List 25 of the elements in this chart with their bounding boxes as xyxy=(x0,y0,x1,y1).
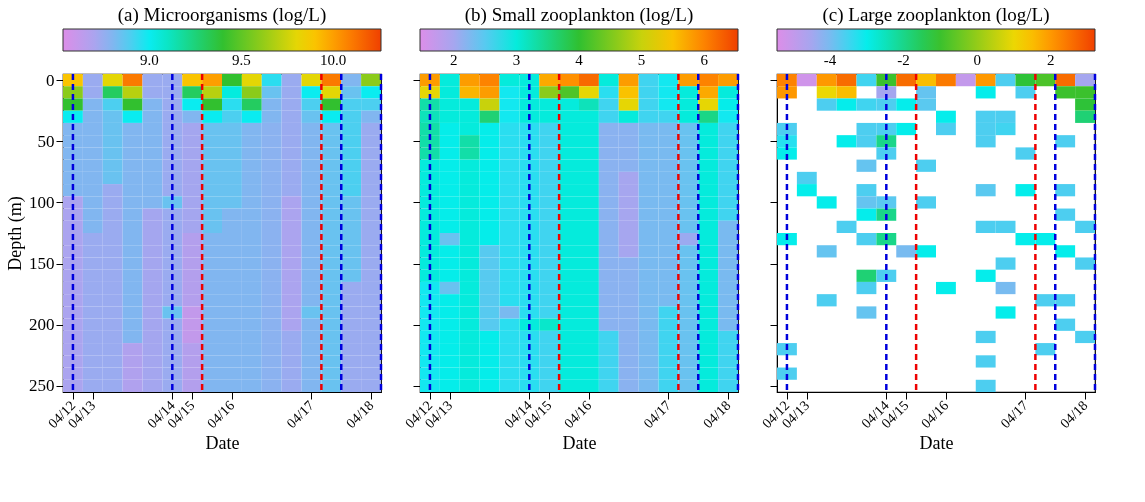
color-bar-label: 4 xyxy=(575,52,584,68)
color-bar-label: 10.0 xyxy=(320,52,347,68)
color-bar-label: 9.0 xyxy=(140,52,159,68)
color-bar-label: 2 xyxy=(450,52,458,68)
chart-title: (a) Microorganisms (log/L) xyxy=(117,4,327,26)
color-bar-label: 2 xyxy=(1047,52,1055,68)
y-tick-label: 50 xyxy=(37,131,55,151)
x-axis-title: Date xyxy=(562,433,597,453)
y-tick-label: 250 xyxy=(29,376,55,396)
color-bar-label: -2 xyxy=(897,52,910,68)
color-bar-label: 0 xyxy=(973,52,981,68)
chart-title: (c) Large zooplankton (log/L) xyxy=(822,4,1050,26)
color-bar-label: 5 xyxy=(637,52,646,68)
y-tick-label: 150 xyxy=(29,254,55,274)
y-tick-label: 100 xyxy=(29,192,55,212)
y-axis-title: Depth (m) xyxy=(5,196,26,271)
color-bar-label: 3 xyxy=(512,52,521,68)
y-tick-label: 200 xyxy=(29,315,55,335)
x-axis-title: Date xyxy=(205,433,240,453)
x-axis-title: Date xyxy=(919,433,954,453)
color-bar-label: -4 xyxy=(823,52,837,68)
color-bar-label: 6 xyxy=(700,52,709,68)
color-bar-label: 9.5 xyxy=(231,52,251,68)
chart-title: (b) Small zooplankton (log/L) xyxy=(464,4,694,26)
y-tick-label: 0 xyxy=(46,70,55,90)
